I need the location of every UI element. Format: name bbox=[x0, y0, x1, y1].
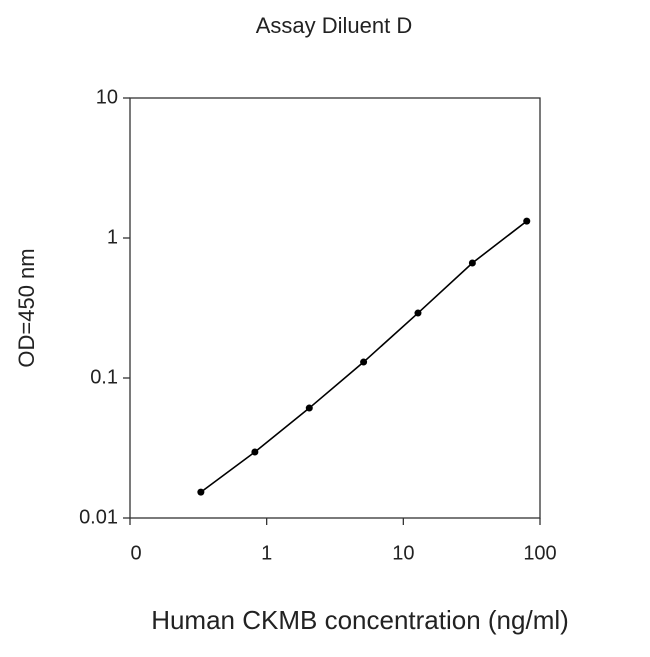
x-tick-label: 0 bbox=[130, 542, 141, 564]
y-tick-label: 0.01 bbox=[79, 506, 118, 528]
data-point bbox=[468, 259, 476, 267]
data-line bbox=[200, 220, 528, 493]
chart-title: Assay Diluent D bbox=[256, 13, 413, 38]
y-tick-label: 10 bbox=[96, 86, 118, 108]
data-point bbox=[523, 217, 531, 225]
data-point bbox=[360, 358, 368, 366]
data-point bbox=[197, 488, 205, 496]
data-point bbox=[305, 404, 313, 412]
y-axis-label: OD=450 nm bbox=[14, 248, 39, 367]
y-tick-label: 0.1 bbox=[90, 366, 118, 388]
y-tick-label: 1 bbox=[107, 226, 118, 248]
x-axis-label: Human CKMB concentration (ng/ml) bbox=[151, 605, 569, 635]
data-point bbox=[251, 448, 259, 456]
x-tick-label: 10 bbox=[392, 542, 414, 564]
data-point bbox=[414, 309, 422, 317]
x-tick-label: 1 bbox=[261, 542, 272, 564]
plot-frame bbox=[129, 97, 541, 519]
x-tick-label: 100 bbox=[523, 542, 556, 564]
